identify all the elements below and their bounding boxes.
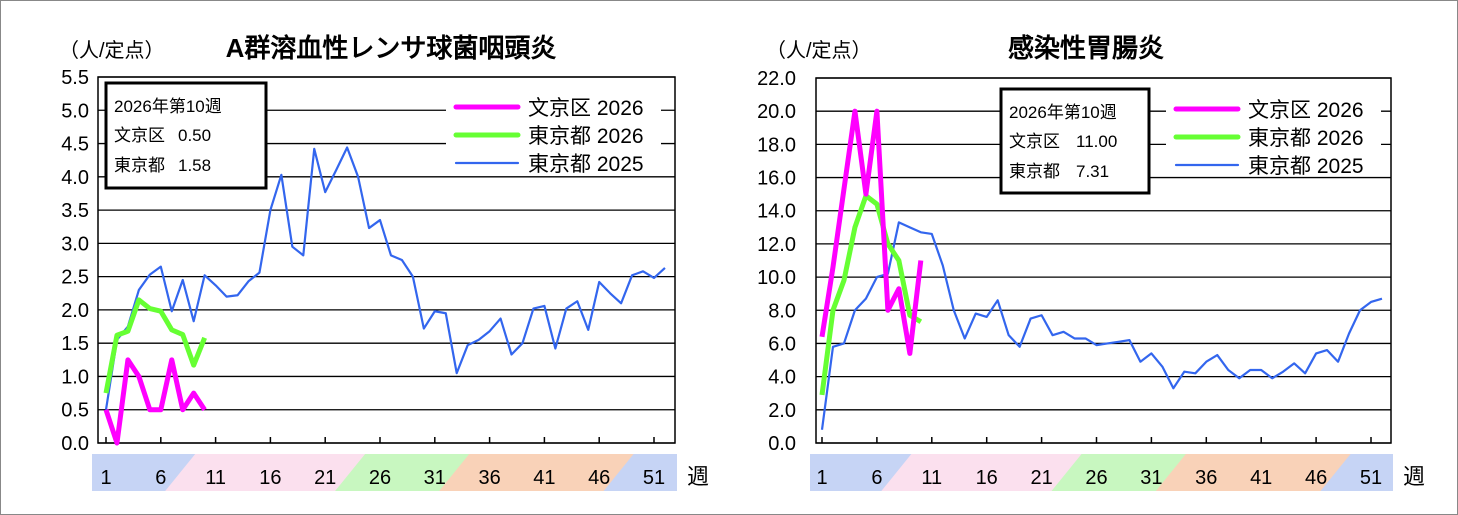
season-band (165, 454, 374, 491)
series-line (103, 297, 207, 394)
info-row-label: 東京都 (1009, 162, 1060, 181)
y-tick-label: 4.0 (61, 167, 89, 189)
x-tick-label: 11 (921, 467, 942, 489)
legend-label: 東京都 2026 (1248, 127, 1364, 150)
x-tick-label: 46 (588, 467, 610, 489)
y-tick-label: 16.0 (757, 168, 796, 190)
x-tick-label: 21 (314, 467, 336, 489)
x-tick-label: 36 (1195, 467, 1217, 489)
x-tick-label: 21 (1030, 467, 1052, 489)
x-tick-label: 51 (1360, 467, 1382, 489)
x-tick-label: 6 (155, 467, 166, 489)
y-tick-label: 0.0 (768, 433, 796, 455)
x-tick-label: 46 (1305, 467, 1327, 489)
season-band (335, 454, 478, 491)
series-line (820, 221, 1383, 430)
y-tick-label: 10.0 (757, 267, 796, 289)
y-axis-label: （人/定点） (766, 39, 872, 62)
legend-label: 文京区 2026 (528, 97, 644, 120)
info-row-label: 文京区 (114, 126, 165, 145)
x-tick-label: 11 (205, 467, 226, 489)
legend-label: 東京都 2026 (528, 125, 644, 148)
info-row-label: 東京都 (114, 156, 165, 175)
chart-2: 0.0 2.0 4.0 6.0 8.0 10.0 12.0 14.0 16.0 18.0 20.0 2… (757, 33, 1425, 491)
y-tick-label: 4.5 (61, 134, 89, 156)
x-tick-label: 41 (533, 467, 555, 489)
series-line (819, 193, 923, 396)
legend-bg (1166, 91, 1381, 173)
chart-1: 0.00.51.01.52.02.53.03.54.04.55.05.51 6 11… (59, 33, 709, 491)
y-tick-label: 18.0 (757, 134, 796, 156)
legend-bg (446, 89, 661, 171)
legend-label: 東京都 2025 (528, 153, 644, 176)
info-box (999, 87, 1151, 195)
info-row-value: 7.31 (1076, 162, 1109, 181)
y-tick-label: 6.0 (768, 333, 796, 355)
info-row-value: 0.50 (178, 126, 211, 145)
y-tick-label: 2.5 (61, 267, 89, 289)
y-tick-label: 3.5 (61, 200, 89, 222)
y-tick-label: 0.0 (61, 433, 89, 455)
series-line (103, 357, 207, 446)
info-box-title: 2026年第10週 (1009, 103, 1117, 122)
x-tick-label: 6 (871, 467, 882, 489)
y-tick-label: 1.0 (61, 366, 89, 388)
x-tick-label: 41 (1250, 467, 1272, 489)
y-tick-label: 4.0 (768, 367, 796, 389)
info-row-label: 文京区 (1009, 132, 1060, 151)
x-axis-label: 週 (1403, 464, 1425, 489)
info-box (104, 81, 268, 190)
x-tick-label: 1 (816, 467, 827, 489)
x-tick-label: 31 (1140, 467, 1162, 489)
season-band (881, 454, 1090, 491)
x-tick-label: 51 (643, 467, 665, 489)
season-band (1320, 454, 1393, 491)
x-tick-label: 16 (976, 467, 998, 489)
y-tick-label: 22.0 (757, 68, 796, 90)
x-tick-label: 1 (100, 467, 111, 489)
y-axis-label: （人/定点） (59, 39, 165, 62)
x-tick-label: 31 (424, 467, 446, 489)
legend-label: 文京区 2026 (1248, 99, 1364, 122)
y-tick-label: 3.0 (61, 233, 89, 255)
plot-frame (815, 77, 1392, 444)
y-tick-label: 8.0 (768, 300, 796, 322)
y-tick-label: 14.0 (757, 201, 796, 223)
x-tick-label: 26 (1085, 467, 1107, 489)
x-tick-label: 26 (369, 467, 391, 489)
season-band (1051, 454, 1194, 491)
x-tick-label: 36 (478, 467, 500, 489)
season-band (603, 454, 677, 491)
legend-label: 東京都 2025 (1248, 155, 1364, 178)
x-axis-label: 週 (687, 464, 709, 489)
y-tick-label: 20.0 (757, 101, 796, 123)
season-band (439, 454, 642, 491)
y-tick-label: 2.0 (61, 300, 89, 322)
info-row-value: 11.00 (1076, 132, 1117, 151)
info-box-title: 2026年第10週 (114, 97, 222, 116)
y-tick-label: 5.0 (61, 100, 89, 122)
season-band (1155, 454, 1359, 491)
plot-frame (97, 76, 676, 444)
info-row-value: 1.58 (178, 156, 211, 175)
series-line (104, 146, 666, 410)
y-tick-label: 5.5 (61, 67, 89, 89)
y-tick-label: 12.0 (757, 234, 796, 256)
y-tick-label: 0.5 (61, 400, 89, 422)
x-tick-label: 16 (259, 467, 281, 489)
y-tick-label: 2.0 (768, 400, 796, 422)
chart-title: 感染性胃腸炎 (1008, 33, 1164, 63)
chart-title: A群溶血性レンサ球菌咽頭炎 (226, 33, 557, 63)
series-line (819, 108, 924, 356)
y-tick-label: 1.5 (61, 333, 89, 355)
